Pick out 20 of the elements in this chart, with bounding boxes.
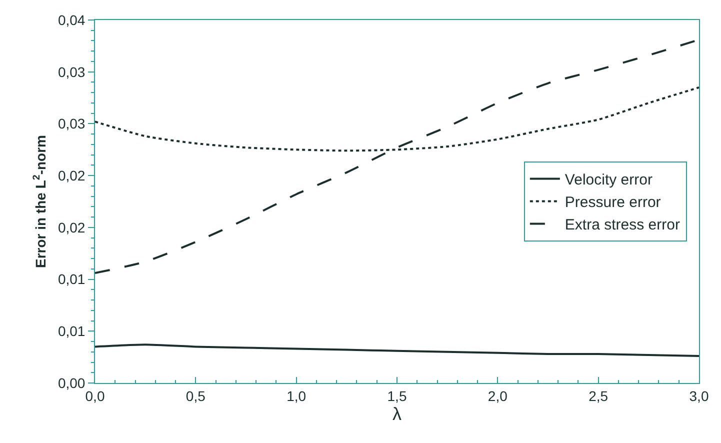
y-tick-label: 0,03 (58, 64, 86, 80)
x-tick-label: 1,0 (286, 388, 306, 404)
x-axis-title: λ (392, 404, 402, 424)
y-tick-label: 0,02 (58, 167, 86, 184)
y-tick-label: 0,02 (58, 219, 86, 236)
y-tick-label: 0,01 (58, 271, 86, 288)
y-tick-label: 0,01 (58, 323, 86, 340)
y-tick-label: 0,04 (58, 12, 86, 28)
x-tick-label: 2,0 (488, 388, 508, 404)
x-tick-label: 0,5 (186, 388, 206, 404)
legend-label: Extra stress error (564, 216, 680, 234)
x-tick-label: 3,0 (689, 388, 709, 404)
y-tick-label: 0,00 (58, 374, 86, 391)
y-tick-label: 0,03 (58, 116, 86, 132)
legend-label: Pressure error (564, 194, 661, 212)
x-tick-label: 2,5 (588, 388, 608, 404)
x-tick-label: 1,5 (387, 388, 407, 404)
line-series (95, 344, 699, 358)
legend-label: Velocity error (564, 172, 652, 189)
x-tick-label: 0,0 (85, 388, 105, 404)
